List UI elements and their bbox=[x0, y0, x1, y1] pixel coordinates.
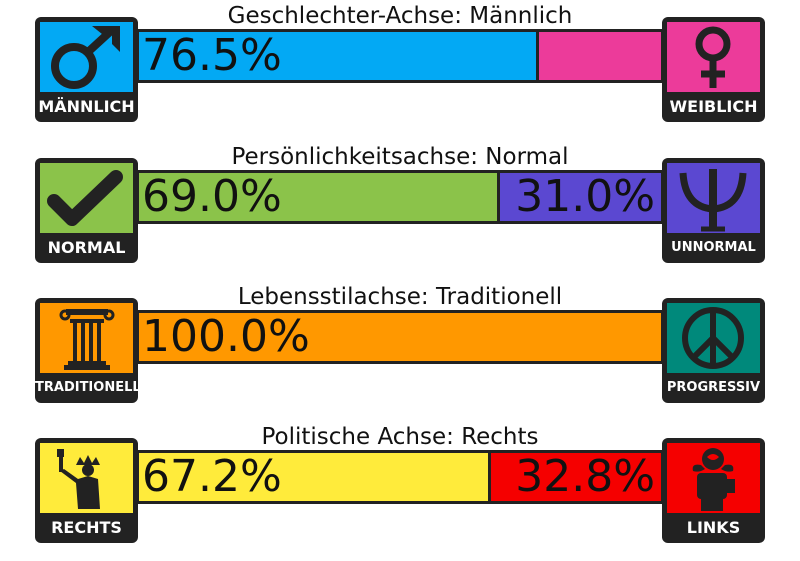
right-tile bbox=[667, 303, 760, 373]
right-badge: WEIBLICH bbox=[662, 17, 765, 122]
left-segment: 100.0% bbox=[139, 313, 661, 361]
peace-icon bbox=[682, 307, 744, 369]
axis-title: Lebensstilachse: Traditionell bbox=[237, 284, 563, 310]
left-percent: 76.5% bbox=[142, 30, 282, 81]
axis-title: Geschlechter-Achse: Männlich bbox=[227, 3, 573, 29]
left-segment: 76.5% bbox=[139, 32, 536, 80]
axis-title: Politische Achse: Rechts bbox=[261, 424, 539, 450]
axis-bar: 76.5% bbox=[136, 29, 664, 83]
right-segment bbox=[539, 32, 661, 80]
left-tile bbox=[40, 22, 133, 92]
left-badge: TRADITIONELL bbox=[35, 298, 141, 403]
right-segment: 31.0% bbox=[500, 173, 661, 221]
right-badge: PROGRESSIV bbox=[662, 298, 765, 403]
left-badge: RECHTS bbox=[35, 438, 138, 543]
right-badge: LINKS bbox=[662, 438, 765, 543]
right-badge-label: PROGRESSIV bbox=[666, 380, 761, 395]
female-symbol-icon bbox=[695, 26, 731, 88]
left-badge-label: TRADITIONELL bbox=[35, 380, 141, 395]
psi-icon bbox=[679, 169, 747, 232]
checkmark-icon bbox=[47, 170, 123, 226]
left-badge-label: NORMAL bbox=[47, 238, 126, 257]
axis-bar: 69.0% 31.0% bbox=[136, 170, 664, 224]
left-badge: MÄNNLICH bbox=[35, 17, 138, 122]
political-axis: Politische Achse: Rechts RECHTS 67.2% 32… bbox=[0, 421, 800, 561]
left-badge-label: MÄNNLICH bbox=[38, 97, 135, 116]
column-icon bbox=[59, 309, 115, 370]
fist-rose-icon bbox=[692, 448, 735, 511]
axis-title: Persönlichkeitsachse: Normal bbox=[231, 144, 569, 170]
personality-axis: Persönlichkeitsachse: Normal NORMAL 69.0… bbox=[0, 141, 800, 281]
right-badge: UNNORMAL bbox=[662, 158, 765, 263]
left-tile bbox=[40, 303, 133, 373]
statue-of-liberty-icon bbox=[57, 449, 100, 509]
left-badge: NORMAL bbox=[35, 158, 138, 263]
lifestyle-axis: Lebensstilachse: Traditionell TRADITIONE… bbox=[0, 281, 800, 421]
axis-bar: 100.0% bbox=[136, 310, 664, 364]
right-tile bbox=[667, 163, 760, 233]
male-symbol-icon bbox=[51, 26, 120, 89]
right-badge-label: UNNORMAL bbox=[671, 240, 756, 255]
left-tile bbox=[40, 163, 133, 233]
left-segment: 69.0% bbox=[139, 173, 497, 221]
right-badge-label: LINKS bbox=[686, 518, 741, 537]
left-percent: 69.0% bbox=[142, 171, 282, 222]
right-segment: 32.8% bbox=[491, 453, 661, 501]
right-tile bbox=[667, 443, 760, 513]
left-tile bbox=[40, 443, 133, 513]
left-percent: 100.0% bbox=[142, 311, 310, 362]
right-badge-label: WEIBLICH bbox=[669, 97, 758, 116]
left-percent: 67.2% bbox=[142, 451, 282, 502]
left-badge-label: RECHTS bbox=[51, 518, 122, 537]
right-percent: 31.0% bbox=[515, 171, 655, 222]
axis-bar: 67.2% 32.8% bbox=[136, 450, 664, 504]
left-segment: 67.2% bbox=[139, 453, 488, 501]
right-tile bbox=[667, 22, 760, 92]
right-percent: 32.8% bbox=[515, 451, 655, 502]
gender-axis: Geschlechter-Achse: Männlich MÄNNLICH 76… bbox=[0, 0, 800, 140]
